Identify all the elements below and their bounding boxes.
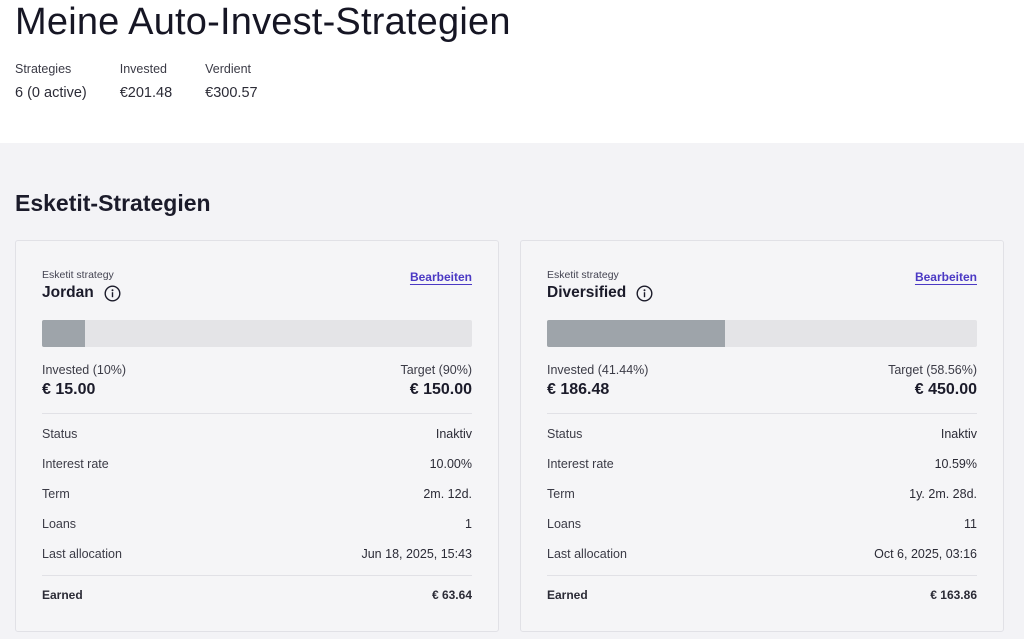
strategy-kicker: Esketit strategy [547,269,619,281]
stat-label: Verdient [205,62,252,76]
detail-label: Term [42,487,70,501]
strategy-card-jordan: Esketit strategy Jordan Bearbeiten Inves… [15,240,499,632]
detail-row-term: Term 2m. 12d. [42,487,472,505]
detail-value: 11 [964,517,977,531]
detail-value: 1y. 2m. 28d. [909,487,977,501]
detail-label: Status [547,427,583,441]
edit-button[interactable]: Bearbeiten [409,270,472,284]
detail-value: Inaktiv [940,427,977,441]
detail-value: 1 [465,517,472,531]
stat-invested: Invested €201.48 [120,62,172,102]
divider [547,575,977,576]
stat-earned: Verdient €300.57 [205,62,257,102]
detail-row-status: Status Inaktiv [42,427,472,445]
strategy-name: Diversified [547,284,627,301]
target-value: € 450.00 [914,381,977,398]
strategy-name-row: Jordan [42,284,121,302]
earned-value: € 163.86 [930,588,977,602]
stat-value: €201.48 [119,85,173,101]
detail-label: Interest rate [42,457,109,471]
strategy-card-diversified: Esketit strategy Diversified Bearbeiten … [520,240,1004,632]
stat-value: €300.57 [205,85,258,101]
detail-label: Interest rate [547,457,614,471]
strategy-kicker: Esketit strategy [42,269,114,281]
detail-value: Jun 18, 2025, 15:43 [361,547,472,561]
edit-button[interactable]: Bearbeiten [914,270,977,284]
page-title: Meine Auto-Invest-Strategien [15,1,511,43]
info-icon[interactable] [636,284,653,302]
detail-value: Inaktiv [435,427,472,441]
target-label: Target (90%) [400,363,472,377]
detail-label: Loans [547,517,582,531]
detail-label: Status [42,427,78,441]
stat-label: Invested [119,62,167,76]
stat-strategies: Strategies 6 (0 active) [15,62,87,102]
progress-bar [547,320,977,347]
detail-row-last-allocation: Last allocation Oct 6, 2025, 03:16 [547,547,977,565]
earned-value: € 63.64 [431,588,472,602]
divider [42,413,472,414]
strategy-name: Jordan [42,284,94,301]
invested-label: Invested (10%) [42,363,127,377]
detail-row-status: Status Inaktiv [547,427,977,445]
section-title: Esketit-Strategien [15,190,211,216]
detail-value: 10.00% [429,457,472,471]
progress-bar [42,320,472,347]
target-label: Target (58.56%) [888,363,977,377]
stat-label: Strategies [15,62,72,76]
invested-value: € 15.00 [42,381,96,398]
invested-label: Invested (41.44%) [547,363,649,377]
earned-label: Earned [42,588,83,602]
detail-value: Oct 6, 2025, 03:16 [874,547,977,561]
detail-row-last-allocation: Last allocation Jun 18, 2025, 15:43 [42,547,472,565]
earned-label: Earned [547,588,588,602]
page-header: Meine Auto-Invest-Strategien Strategies … [0,0,1024,143]
detail-label: Loans [42,517,77,531]
progress-bar-fill [42,320,85,347]
info-icon[interactable] [104,284,121,302]
detail-row-term: Term 1y. 2m. 28d. [547,487,977,505]
detail-row-loans: Loans 11 [547,517,977,535]
target-value: € 150.00 [409,381,472,398]
strategies-section: Esketit-Strategien Esketit strategy Jord… [0,143,1024,639]
detail-row-interest-rate: Interest rate 10.59% [547,457,977,475]
detail-label: Last allocation [547,547,627,561]
strategy-name-row: Diversified [547,284,653,302]
stat-value: 6 (0 active) [15,85,87,101]
detail-row-interest-rate: Interest rate 10.00% [42,457,472,475]
invested-value: € 186.48 [547,381,610,398]
detail-value: 10.59% [934,457,977,471]
detail-label: Last allocation [42,547,122,561]
progress-bar-fill [547,320,726,347]
detail-value: 2m. 12d. [423,487,472,501]
summary-stats: Strategies 6 (0 active) Invested €201.48… [15,62,291,102]
divider [547,413,977,414]
divider [42,575,472,576]
detail-row-loans: Loans 1 [42,517,472,535]
detail-label: Term [547,487,575,501]
